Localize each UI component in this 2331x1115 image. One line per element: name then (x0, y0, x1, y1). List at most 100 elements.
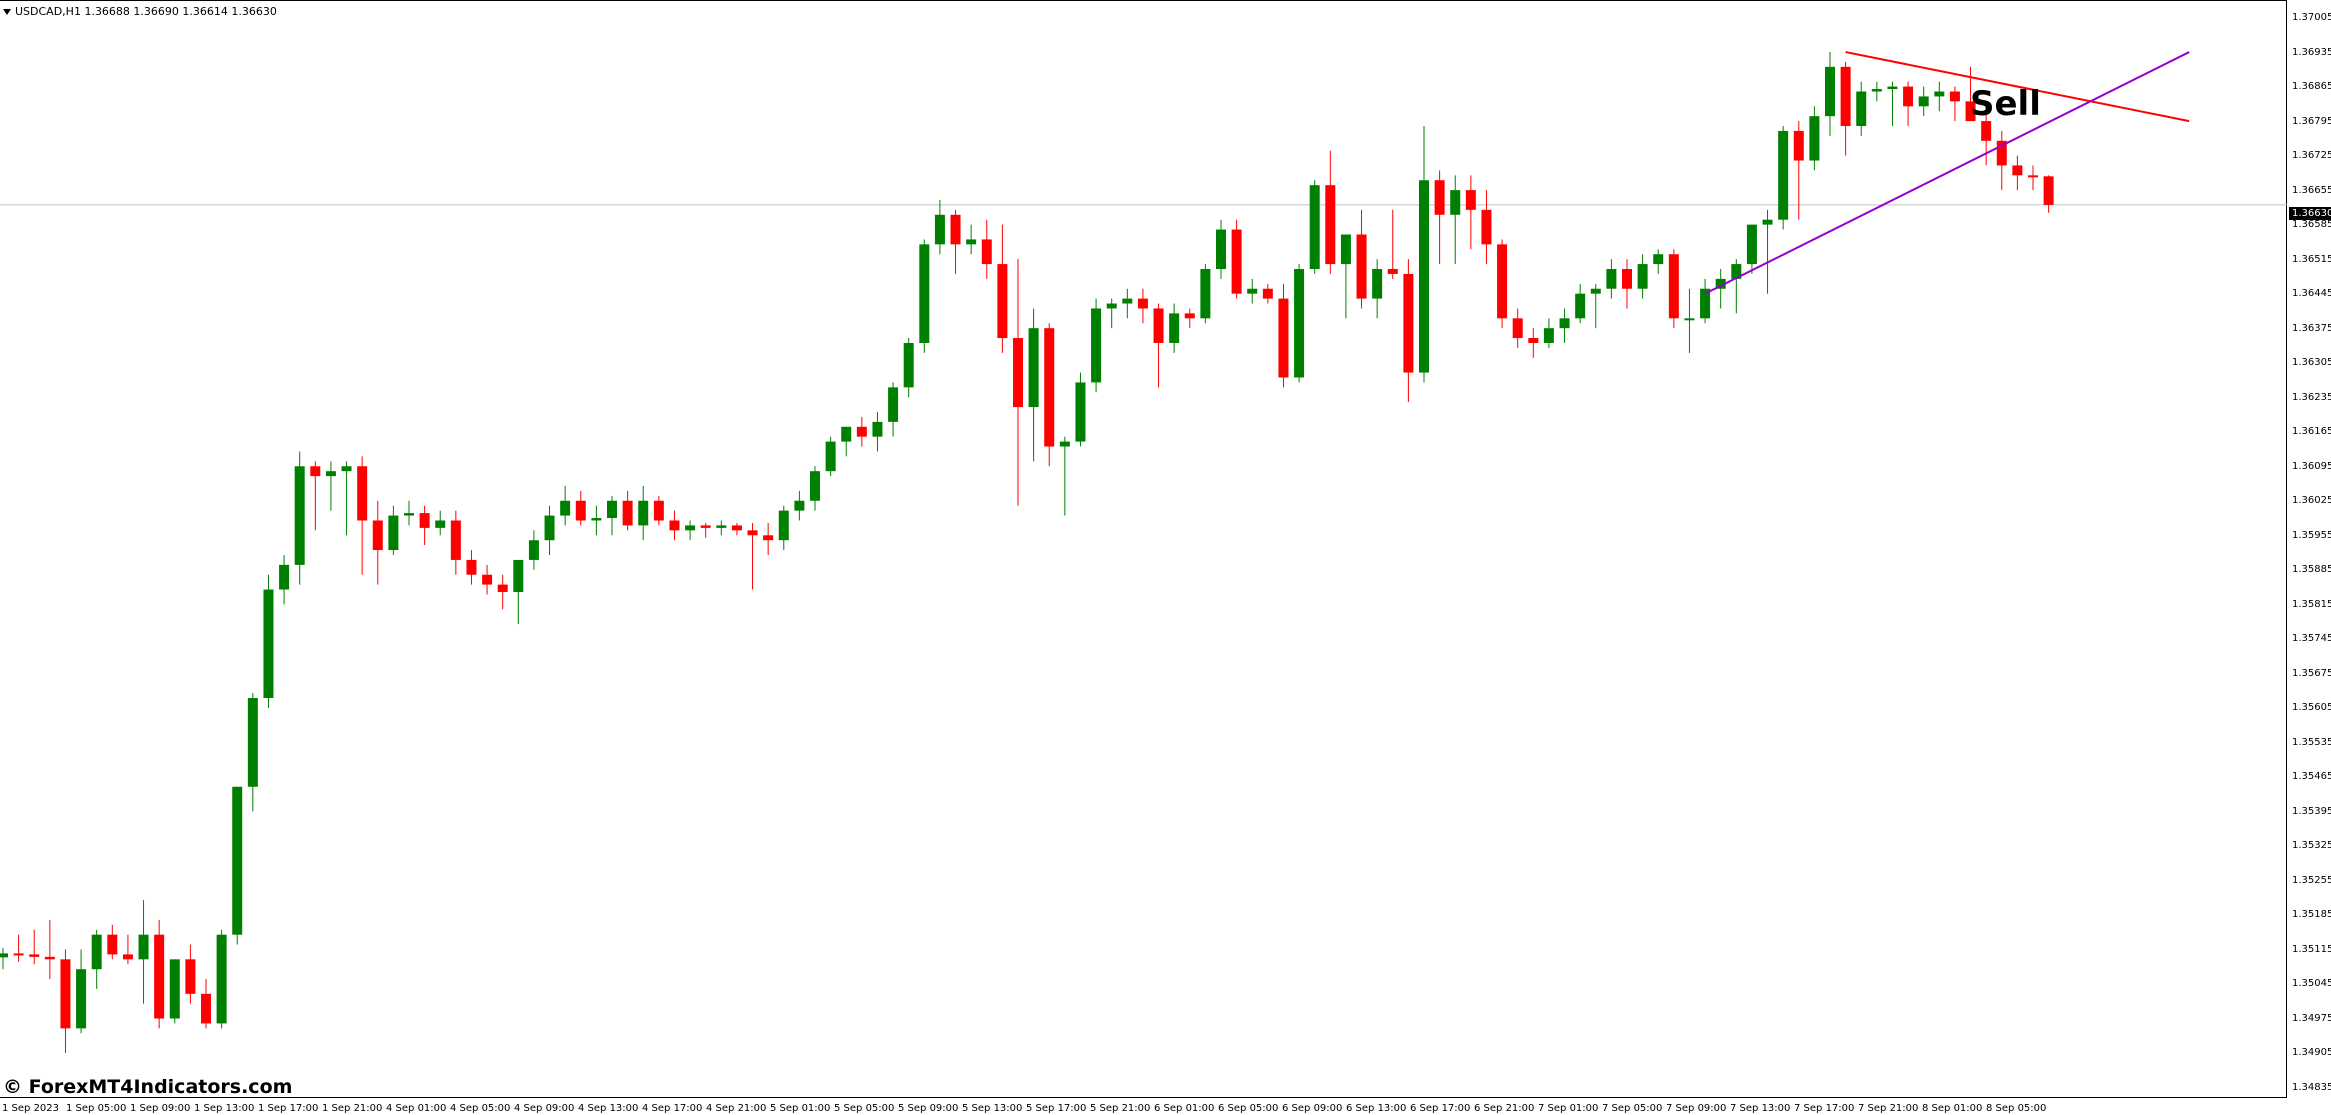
candle[interactable] (435, 510, 446, 536)
candle[interactable] (1637, 254, 1648, 299)
candle[interactable] (919, 239, 930, 353)
candle[interactable] (419, 505, 430, 546)
candle[interactable] (2012, 155, 2023, 191)
candle[interactable] (1013, 259, 1023, 506)
candle[interactable] (450, 510, 461, 575)
candle[interactable] (1216, 219, 1226, 279)
candle[interactable] (1965, 66, 1976, 122)
candle[interactable] (497, 574, 508, 610)
candle[interactable] (1419, 126, 1429, 383)
candle[interactable] (44, 919, 55, 980)
candle[interactable] (669, 510, 680, 541)
candle[interactable] (950, 209, 961, 274)
candle[interactable] (1091, 298, 1102, 393)
candle[interactable] (154, 919, 165, 1029)
candle[interactable] (404, 500, 414, 526)
candle[interactable] (872, 412, 883, 452)
candle[interactable] (1981, 101, 1992, 166)
candle[interactable] (1903, 81, 1914, 127)
candle[interactable] (575, 490, 586, 526)
candle[interactable] (1169, 303, 1180, 353)
candle[interactable] (700, 522, 711, 538)
candle[interactable] (372, 500, 383, 585)
candle[interactable] (1887, 81, 1898, 127)
candle[interactable] (325, 461, 336, 511)
candle[interactable] (388, 505, 399, 555)
candle[interactable] (1778, 126, 1789, 230)
candle[interactable] (1668, 249, 1679, 329)
candle[interactable] (560, 485, 571, 526)
candle[interactable] (794, 490, 805, 521)
candle[interactable] (294, 451, 305, 585)
candle[interactable] (1387, 209, 1398, 279)
candle[interactable] (997, 224, 1008, 353)
candle[interactable] (2028, 165, 2038, 191)
candle[interactable] (528, 530, 539, 570)
candle[interactable] (341, 461, 352, 536)
candle[interactable] (1122, 288, 1133, 319)
candle[interactable] (1059, 436, 1070, 516)
candle[interactable] (1403, 259, 1414, 403)
candle[interactable] (1372, 259, 1383, 319)
resistance-trendline[interactable] (1845, 51, 2190, 123)
candle[interactable] (1575, 283, 1586, 324)
candle[interactable] (981, 219, 992, 279)
candle[interactable] (1622, 259, 1632, 309)
candle[interactable] (1153, 303, 1164, 388)
candle[interactable] (1809, 106, 1820, 171)
candle[interactable] (607, 495, 617, 536)
candle[interactable] (357, 456, 368, 575)
candle[interactable] (169, 959, 180, 1024)
candle[interactable] (1137, 288, 1148, 324)
support-trendline[interactable] (1704, 51, 2190, 295)
candle[interactable] (1309, 180, 1320, 274)
candle[interactable] (1434, 170, 1445, 265)
candle[interactable] (591, 505, 602, 536)
candle[interactable] (747, 522, 758, 590)
candle[interactable] (934, 199, 945, 255)
candle[interactable] (1481, 190, 1492, 265)
chart-canvas[interactable] (0, 1, 2287, 1099)
candle[interactable] (1294, 264, 1305, 383)
candle[interactable] (1340, 234, 1351, 319)
candle[interactable] (1200, 264, 1211, 324)
candle[interactable] (1231, 219, 1242, 299)
candle[interactable] (778, 505, 789, 551)
candle[interactable] (1793, 121, 1804, 220)
candle[interactable] (1731, 259, 1742, 314)
candle[interactable] (1184, 308, 1195, 329)
candle[interactable] (1715, 269, 1726, 309)
candle[interactable] (107, 924, 118, 960)
candle[interactable] (731, 522, 742, 536)
chart-area[interactable] (0, 0, 2287, 1098)
candle[interactable] (1512, 308, 1523, 348)
candle[interactable] (810, 466, 820, 511)
candle[interactable] (263, 574, 274, 708)
candle[interactable] (60, 949, 71, 1054)
candle[interactable] (201, 979, 211, 1029)
candle[interactable] (122, 934, 133, 965)
candle[interactable] (247, 693, 258, 812)
candle[interactable] (185, 944, 196, 1004)
candle[interactable] (1247, 278, 1258, 304)
candle[interactable] (1262, 283, 1273, 304)
candle[interactable] (279, 555, 290, 605)
candle[interactable] (138, 900, 149, 1004)
candle[interactable] (482, 564, 493, 595)
candle[interactable] (1497, 239, 1508, 329)
candle[interactable] (1606, 259, 1617, 299)
candle[interactable] (1465, 175, 1476, 250)
candle[interactable] (544, 505, 555, 555)
candle[interactable] (888, 382, 899, 437)
candle[interactable] (1044, 323, 1055, 467)
candle[interactable] (1762, 209, 1773, 294)
candle[interactable] (1325, 150, 1336, 274)
candle[interactable] (716, 520, 727, 536)
candle[interactable] (310, 461, 321, 531)
candle[interactable] (966, 224, 977, 255)
candle[interactable] (1700, 278, 1711, 324)
candle[interactable] (638, 485, 649, 541)
candle[interactable] (653, 495, 664, 526)
dropdown-triangle-icon[interactable] (3, 9, 11, 15)
candle[interactable] (1871, 81, 1882, 102)
